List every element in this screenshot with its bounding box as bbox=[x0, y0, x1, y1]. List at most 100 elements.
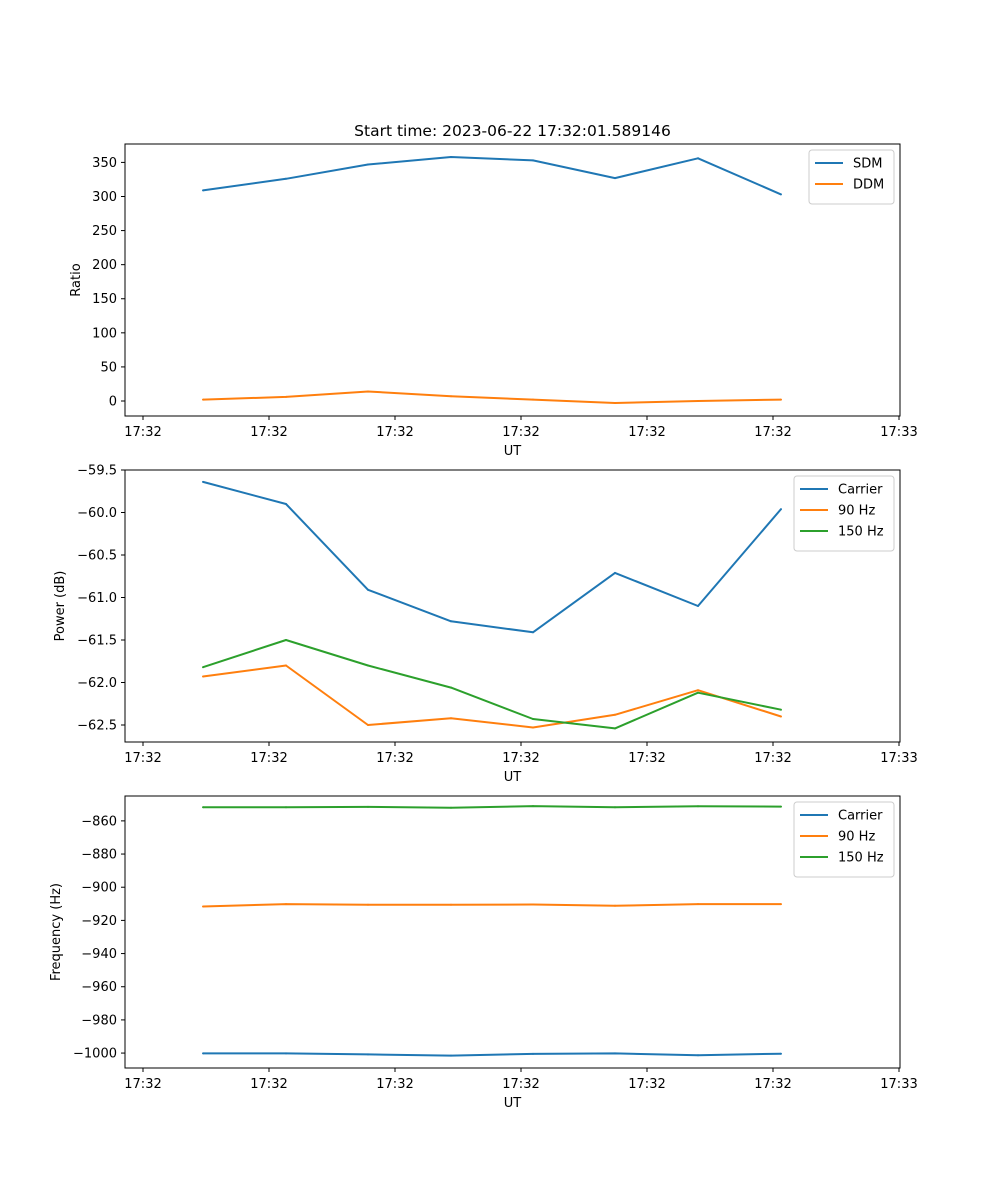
data-point-ddm bbox=[780, 398, 782, 401]
data-point-90-hz bbox=[202, 905, 204, 908]
data-point-90-hz bbox=[450, 903, 452, 906]
data-point-150-hz bbox=[367, 664, 369, 667]
x-tick-label: 17:32 bbox=[754, 1077, 791, 1092]
x-tick-label: 17:32 bbox=[502, 425, 539, 440]
legend: Carrier 90 Hz 150 Hz bbox=[793, 801, 895, 878]
data-point-150-hz bbox=[450, 686, 452, 689]
legend-label-150-hz: 150 Hz bbox=[838, 851, 884, 866]
data-point-carrier bbox=[532, 631, 534, 634]
data-point-carrier bbox=[614, 571, 616, 574]
x-tick-label: 17:32 bbox=[628, 425, 665, 440]
x-tick-label: 17:32 bbox=[376, 751, 413, 766]
legend-box bbox=[793, 475, 895, 552]
x-tick-label: 17:32 bbox=[628, 751, 665, 766]
data-point-150-hz bbox=[614, 727, 616, 730]
data-point-carrier bbox=[285, 503, 287, 505]
data-point-90-hz bbox=[697, 903, 699, 906]
data-point-90-hz bbox=[532, 903, 534, 906]
y-tick-label: −60.5 bbox=[77, 549, 117, 564]
data-point-sdm bbox=[780, 193, 782, 196]
chart-title: Start time: 2023-06-22 17:32:01.589146 bbox=[354, 122, 671, 140]
data-point-150-hz bbox=[202, 806, 204, 809]
data-point-90-hz bbox=[285, 664, 287, 667]
data-point-carrier bbox=[450, 620, 452, 623]
data-point-150-hz bbox=[780, 708, 782, 711]
data-point-90-hz bbox=[614, 904, 616, 907]
x-axis-label: UT bbox=[504, 770, 522, 785]
y-tick-label: 300 bbox=[92, 190, 117, 205]
data-point-90-hz bbox=[450, 717, 452, 720]
y-tick-label: 50 bbox=[100, 360, 117, 375]
x-axis-label: UT bbox=[504, 1096, 522, 1111]
series-line-150-hz bbox=[203, 805, 782, 809]
y-axis-label: Power (dB) bbox=[53, 571, 68, 642]
data-point-carrier bbox=[532, 1052, 534, 1055]
y-tick-label: −900 bbox=[81, 881, 117, 896]
x-tick-label: 17:32 bbox=[124, 1077, 161, 1092]
x-tick-label: 17:32 bbox=[376, 1077, 413, 1092]
y-tick-label: −880 bbox=[81, 848, 117, 863]
data-point-sdm bbox=[367, 163, 369, 166]
data-point-ddm bbox=[285, 395, 287, 398]
y-tick-label: 0 bbox=[109, 395, 117, 410]
plot-frame bbox=[124, 795, 901, 1069]
data-point-ddm bbox=[697, 400, 699, 402]
data-point-sdm bbox=[532, 159, 534, 162]
x-tick-label: 17:32 bbox=[250, 751, 287, 766]
x-tick-label: 17:32 bbox=[124, 425, 161, 440]
data-point-carrier bbox=[780, 508, 782, 511]
y-axis-label: Frequency (Hz) bbox=[49, 883, 64, 981]
y-tick-label: −59.5 bbox=[77, 464, 117, 479]
data-point-90-hz bbox=[285, 903, 287, 906]
data-point-150-hz bbox=[532, 718, 534, 720]
x-tick-label: 17:32 bbox=[754, 751, 791, 766]
data-point-150-hz bbox=[697, 691, 699, 694]
x-tick-label: 17:32 bbox=[250, 1077, 287, 1092]
data-point-carrier bbox=[367, 588, 369, 591]
y-tick-label: 150 bbox=[92, 292, 117, 307]
data-point-ddm bbox=[367, 390, 369, 393]
series-line-90-hz bbox=[202, 903, 781, 908]
legend-label-carrier: Carrier bbox=[838, 809, 883, 824]
x-tick-label: 17:32 bbox=[376, 425, 413, 440]
x-tick-label: 17:33 bbox=[880, 751, 917, 766]
data-point-90-hz bbox=[780, 715, 782, 718]
data-point-150-hz bbox=[614, 806, 616, 809]
legend-label-90-hz: 90 Hz bbox=[838, 830, 875, 845]
data-point-90-hz bbox=[367, 903, 369, 906]
x-tick-label: 17:32 bbox=[250, 425, 287, 440]
x-axis-label: UT bbox=[504, 444, 522, 459]
data-point-ddm bbox=[202, 398, 204, 401]
x-tick-label: 17:33 bbox=[880, 425, 917, 440]
x-tick-label: 17:32 bbox=[124, 751, 161, 766]
data-point-carrier bbox=[450, 1054, 452, 1057]
y-tick-label: −1000 bbox=[73, 1047, 117, 1062]
y-tick-label: 100 bbox=[92, 326, 117, 341]
series-line-150-hz bbox=[202, 639, 782, 730]
y-tick-label: −62.5 bbox=[77, 719, 117, 734]
chart-panel-2: 17:32 17:32 17:32 17:32 17:32 17:32 17:33 −62.5… bbox=[53, 464, 918, 786]
data-point-90-hz bbox=[780, 903, 782, 906]
legend-label-150-hz: 150 Hz bbox=[838, 525, 884, 540]
data-point-carrier bbox=[614, 1052, 616, 1055]
data-point-150-hz bbox=[202, 666, 204, 669]
data-point-ddm bbox=[450, 395, 452, 398]
y-axis-label: Ratio bbox=[69, 263, 84, 296]
series-line-carrier bbox=[203, 1052, 782, 1057]
x-tick-label: 17:32 bbox=[754, 425, 791, 440]
data-point-150-hz bbox=[780, 805, 782, 808]
y-tick-label: −960 bbox=[81, 980, 117, 995]
data-point-150-hz bbox=[285, 806, 287, 809]
legend-label-90-hz: 90 Hz bbox=[838, 504, 875, 519]
legend-label-ddm: DDM bbox=[853, 178, 884, 193]
data-point-carrier bbox=[780, 1052, 782, 1055]
y-tick-label: −940 bbox=[81, 947, 117, 962]
y-tick-label: 350 bbox=[92, 156, 117, 171]
legend: SDM DDM bbox=[808, 149, 895, 205]
legend-box bbox=[793, 801, 895, 878]
data-point-150-hz bbox=[532, 805, 534, 808]
y-tick-label: −61.5 bbox=[77, 634, 117, 649]
plot-frame bbox=[124, 143, 901, 417]
chart-panel-3: 17:32 17:32 17:32 17:32 17:32 17:32 17:33 −1000… bbox=[49, 795, 918, 1111]
series-line-carrier bbox=[202, 480, 782, 634]
